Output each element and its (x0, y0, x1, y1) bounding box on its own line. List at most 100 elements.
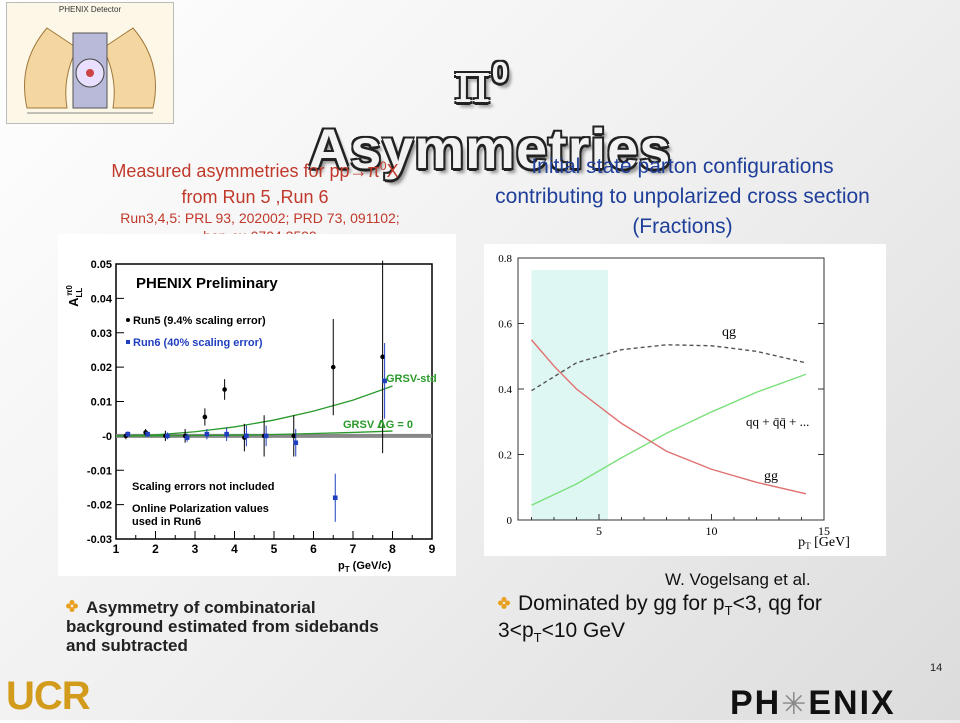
label-grsv-delta: Δ (377, 418, 386, 431)
right-caption: Initial state parton configurations cont… (495, 155, 870, 238)
detector-drawing (24, 27, 156, 114)
phenix-logo: PH✳ENIX (730, 684, 896, 723)
y-tick-label: 0.03 (91, 328, 112, 340)
fractions-chart: 0.8 0.6 0.4 0.2 0 5 10 15 qg qq + q̄q̄ + ... gg pT … (484, 244, 886, 556)
bullet-diamond-icon (66, 597, 78, 612)
y-tick-label: -0 (102, 431, 112, 443)
x-tick-label: 5 (271, 542, 278, 556)
y-axis-label: ALLπ0 (65, 285, 84, 307)
x-tick-label: 7 (350, 542, 357, 556)
x-axis-label-rest: [GeV] (811, 535, 850, 550)
title-sup: 0 (491, 56, 510, 90)
run6-point (204, 431, 210, 437)
run6-point (263, 433, 269, 439)
title-pi: π (453, 51, 492, 116)
run6-point (224, 431, 229, 437)
y-tick-label: 0.2 (498, 450, 512, 462)
x-tick-label: 1 (113, 542, 120, 556)
run5-point (291, 433, 297, 439)
shaded-region (531, 270, 608, 520)
phenix-star-icon: ✳ (781, 688, 809, 721)
y-tick-label: 0.8 (498, 253, 512, 265)
y-axis-label-text: ALLπ0 (65, 285, 84, 307)
x-axis-label: pT [GeV] (798, 535, 850, 551)
bullet-right-text-b: <3, qg for 3<p (498, 592, 822, 643)
note-scaling-errors: Scaling errors not included (132, 481, 274, 493)
asymmetry-chart-svg: 0.05 0.04 0.03 0.02 0.01 -0 -0.01 -0.02 -0.031 2 3… (65, 259, 437, 574)
left-caption-main: Measured asymmetries for pp→π0X from Run… (55, 153, 455, 210)
note-online-polarization: Online Polarization values (132, 503, 269, 515)
x-tick-label: 2 (152, 542, 159, 556)
y-tick-label: -0.03 (87, 534, 112, 546)
run5-point (380, 354, 385, 360)
left-caption-arrow: → (349, 161, 368, 181)
left-caption-text-b: X (386, 161, 399, 181)
curve-grsv-std (115, 385, 393, 437)
y-tick-label: 0.05 (91, 259, 112, 271)
y-axis-label-sup: π0 (65, 285, 74, 296)
run6-point (184, 435, 190, 440)
x-axis-label: pT (GeV/c) (338, 560, 392, 574)
label-grsv-std: GRSV-std (386, 373, 437, 385)
slide-title: π0 Asymmetries (270, 50, 710, 181)
y-tick-label: 0.01 (91, 397, 112, 409)
y-tick-label: 0.02 (91, 362, 112, 374)
left-caption-sup: 0 (379, 159, 387, 173)
label-gg: gg (764, 469, 778, 484)
y-tick-label: 0.04 (91, 293, 113, 305)
run6-point (332, 495, 338, 501)
legend-run5-marker (126, 318, 130, 322)
asymmetry-chart: 0.05 0.04 0.03 0.02 0.01 -0 -0.01 -0.02 -0.03 1 2 3… (58, 234, 456, 576)
x-tick-label: 5 (596, 524, 602, 538)
label-grsv-dg0: GRSV ΔG = 0 (343, 418, 413, 431)
bullet-right-text-c: <10 GeV (541, 619, 626, 643)
run6-point (293, 440, 299, 446)
run6-point (125, 431, 131, 437)
left-caption-text-c: from Run 5 ,Run 6 (181, 187, 329, 207)
bullet-left-text: Asymmetry of combinatorial background es… (66, 598, 379, 655)
bullet-left: Asymmetry of combinatorial background es… (66, 597, 406, 655)
left-caption-pi: π (367, 161, 380, 181)
left-caption-ref-a: Run3,4,5: PRL 93, 202002; PRD 73, 091102… (120, 210, 400, 226)
bullet-right-sub1: T (724, 603, 733, 619)
author-credit: W. Vogelsang et al. (665, 570, 811, 589)
phenix-detector-image: PHENIX Detector (6, 2, 174, 124)
x-axis-label-sub: T (805, 541, 811, 551)
plot-frame (115, 263, 433, 540)
x-tick-label: 9 (429, 542, 436, 556)
x-tick-label: 4 (231, 542, 238, 556)
phenix-logo-a: PH (730, 684, 782, 722)
curve-gg (530, 339, 807, 495)
run5-point (330, 364, 336, 370)
run5-point (222, 387, 227, 392)
x-tick-label: 15 (818, 524, 830, 538)
x-axis-label-sub: T (345, 565, 350, 574)
curve-qg (531, 344, 807, 392)
y-tick-label: -0.02 (87, 500, 112, 512)
x-tick-label: 6 (310, 542, 317, 556)
bullet-right-text-a: Dominated by gg for p (518, 592, 725, 615)
run5-point (202, 414, 208, 420)
y-tick-label: 0.4 (498, 384, 512, 396)
x-tick-label: 10 (706, 524, 718, 538)
curve-grsv-dg0 (116, 430, 393, 437)
title-text: Asymmetries (308, 117, 672, 180)
bullet-diamond-icon (498, 593, 510, 609)
detector-label: PHENIX Detector (58, 5, 122, 14)
left-caption-text-a: Measured asymmetries for pp (111, 161, 350, 181)
label-qq: qq + q̄q̄ + ... (746, 414, 809, 429)
y-tick-label: 0 (507, 515, 513, 527)
fractions-chart-svg: 0.8 0.6 0.4 0.2 0 5 10 15 qg qq + q̄q̄ + ... gg pT … (498, 253, 850, 551)
x-tick-label: 3 (192, 542, 199, 556)
bullet-right-sub2: T (533, 630, 542, 646)
run6-point (382, 378, 387, 384)
y-tick-label: -0.01 (87, 465, 112, 477)
note-used-in-run6: used in Run6 (132, 516, 201, 528)
run6-point (145, 431, 150, 437)
y-tick-label: 0.6 (498, 319, 512, 331)
plot-title: PHENIX Preliminary (136, 275, 278, 292)
slide-number: 14 (930, 662, 943, 674)
label-grsv-dg-b: G = 0 (386, 419, 413, 431)
label-qg: qg (722, 325, 736, 340)
legend-run6-marker (126, 340, 130, 344)
